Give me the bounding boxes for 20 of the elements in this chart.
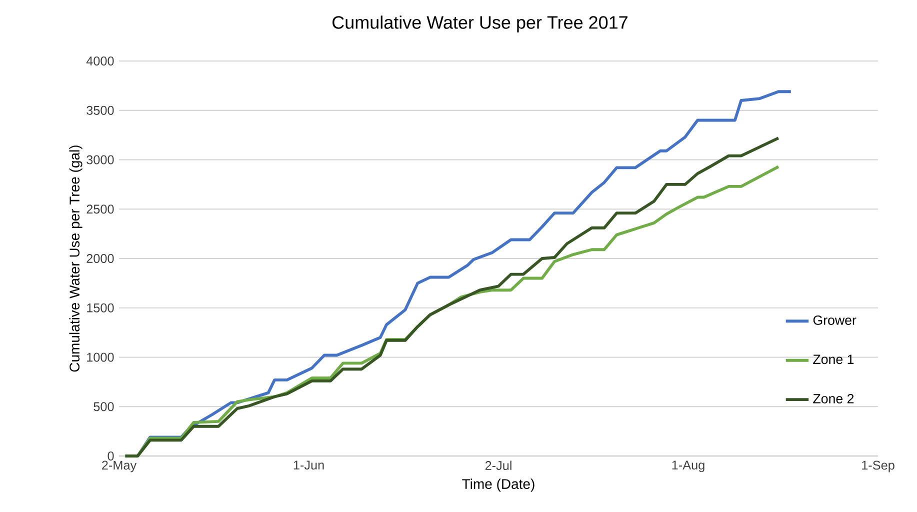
y-tick-label: 3000 — [86, 155, 114, 164]
x-axis-title: Time (Date) — [462, 478, 534, 492]
y-tick-label: 4000 — [86, 56, 114, 66]
y-tick-label: 1000 — [87, 352, 114, 362]
y-tick-label: 1500 — [87, 303, 114, 312]
legend-label: Zone 2 — [813, 394, 854, 404]
legend-label: Zone 1 — [813, 354, 854, 364]
x-tick-label: 1-Jun — [294, 460, 324, 470]
y-tick-label: 3500 — [86, 106, 114, 115]
x-tick-label: 2-May — [102, 460, 137, 472]
y-tick-label: 500 — [94, 402, 114, 412]
x-tick-label: 2-Jul — [485, 460, 512, 470]
y-tick-label: 2500 — [86, 204, 114, 214]
y-tick-label: 2000 — [86, 254, 114, 263]
y-tick-label: 0 — [108, 452, 114, 460]
legend-label: Grower — [813, 315, 856, 325]
x-tick-label: 1-Aug — [672, 460, 704, 472]
y-axis-title: Cumulative Water Use per Tree (gal) — [69, 146, 82, 372]
x-tick-label: 1-Sep — [862, 460, 894, 472]
chart-title: Cumulative Water Use per Tree 2017 — [332, 16, 628, 32]
